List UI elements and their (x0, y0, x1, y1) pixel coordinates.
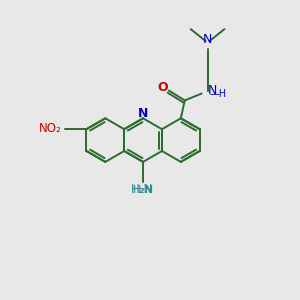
Text: O: O (158, 81, 168, 94)
Text: —H: —H (210, 88, 227, 98)
Text: N: N (138, 107, 149, 120)
Text: H₂N: H₂N (132, 184, 154, 195)
Text: N: N (203, 32, 212, 46)
Text: N: N (208, 84, 217, 97)
Text: NO₂: NO₂ (38, 122, 61, 135)
Text: H₂N: H₂N (131, 183, 153, 196)
